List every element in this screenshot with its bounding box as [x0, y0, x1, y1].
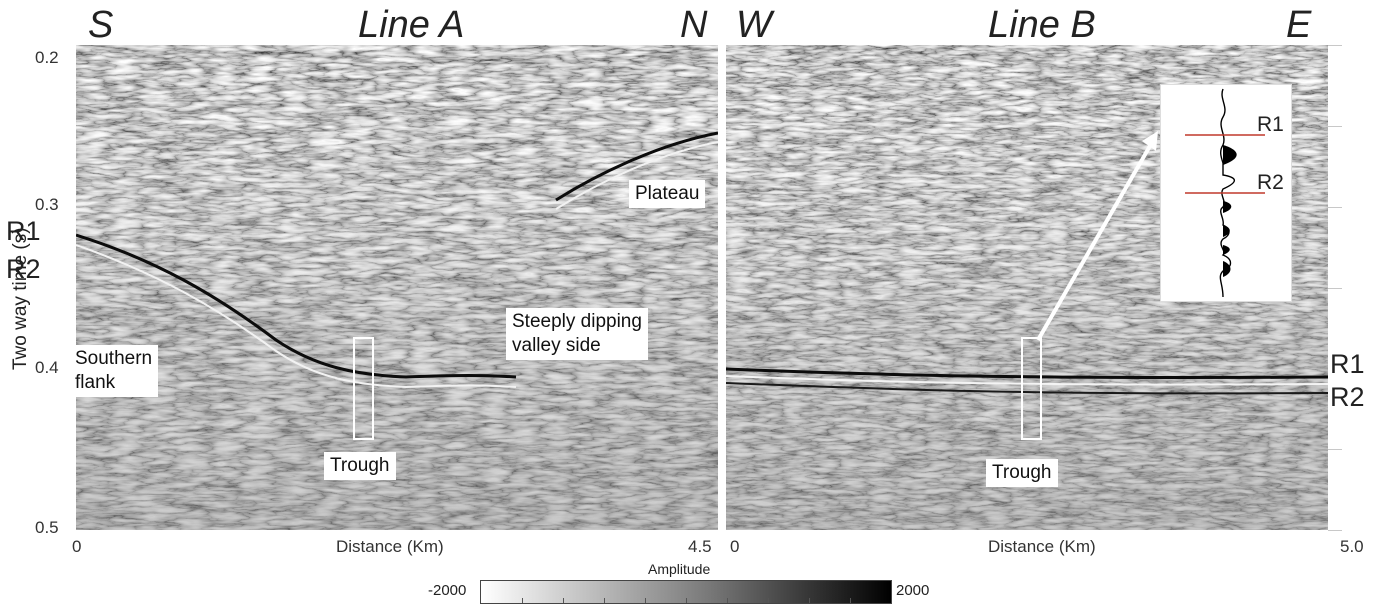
- grid-tick-025: [1328, 126, 1342, 127]
- colorbar-tick: [563, 598, 564, 603]
- line-a-trough-box: [353, 337, 374, 440]
- line-a-x-label: Distance (Km): [336, 537, 444, 556]
- line-b-left-direction: W: [736, 4, 772, 46]
- colorbar-min-label: -2000: [428, 582, 467, 599]
- line-a-seismic-image: [76, 45, 718, 530]
- grid-tick-02: [1328, 45, 1342, 46]
- y-tick-2: 0.4: [35, 358, 59, 377]
- grid-tick-05: [1328, 530, 1342, 531]
- line-a-trough-note: Trough: [324, 452, 396, 480]
- colorbar-tick: [645, 598, 646, 603]
- line-b-trough-note: Trough: [986, 459, 1058, 487]
- line-b-right-direction: E: [1286, 4, 1312, 46]
- y-tick-0: 0.2: [35, 48, 59, 67]
- trace-wiggle: [1185, 88, 1265, 298]
- line-a-r2-label: R2: [6, 254, 41, 284]
- colorbar-tick: [604, 598, 605, 603]
- line-b-r2-label: R2: [1330, 382, 1365, 412]
- colorbar-tick: [768, 598, 769, 603]
- colorbar-tick: [809, 598, 810, 603]
- line-a-right-direction: N: [680, 4, 708, 46]
- line-b-title: Line B: [988, 4, 1096, 46]
- line-a-steep-side-note: Steeply dipping valley side: [506, 308, 648, 360]
- line-b-r1-label: R1: [1330, 349, 1365, 379]
- line-a-seismic-section: [76, 45, 718, 530]
- line-b-x-end: 5.0: [1340, 537, 1364, 556]
- colorbar-tick: [727, 598, 728, 603]
- grid-tick-045: [1328, 449, 1342, 450]
- grid-tick-03: [1328, 207, 1342, 208]
- line-a-x-end: 4.5: [688, 537, 712, 556]
- inset-pointer-arrow: [1036, 131, 1158, 341]
- line-b-x-label: Distance (Km): [988, 537, 1096, 556]
- inset-r2-label: R2: [1257, 171, 1284, 194]
- inset-r1-label: R1: [1257, 113, 1284, 136]
- trace-inset: R1 R2: [1160, 84, 1292, 302]
- line-a-left-direction: S: [88, 4, 114, 46]
- y-tick-1: 0.3: [35, 195, 59, 214]
- colorbar-tick: [850, 598, 851, 603]
- colorbar-max-label: 2000: [896, 582, 930, 599]
- panel-divider: [718, 40, 726, 555]
- line-b-x-start: 0: [730, 537, 740, 556]
- line-b-trough-box: [1021, 337, 1042, 440]
- line-a-r1-label: R1: [6, 216, 41, 246]
- line-a-plateau-note: Plateau: [629, 180, 706, 208]
- y-tick-3: 0.5: [35, 518, 59, 537]
- colorbar-title: Amplitude: [648, 561, 711, 577]
- line-a-x-start: 0: [72, 537, 82, 556]
- colorbar-tick: [522, 598, 523, 603]
- grid-tick-035: [1328, 288, 1342, 289]
- colorbar-tick: [686, 598, 687, 603]
- y-axis-label: Two way time (s): [10, 227, 31, 370]
- amplitude-colorbar: [480, 580, 892, 604]
- line-a-southern-flank-note: Southern flank: [69, 345, 159, 397]
- line-a-title: Line A: [358, 4, 465, 46]
